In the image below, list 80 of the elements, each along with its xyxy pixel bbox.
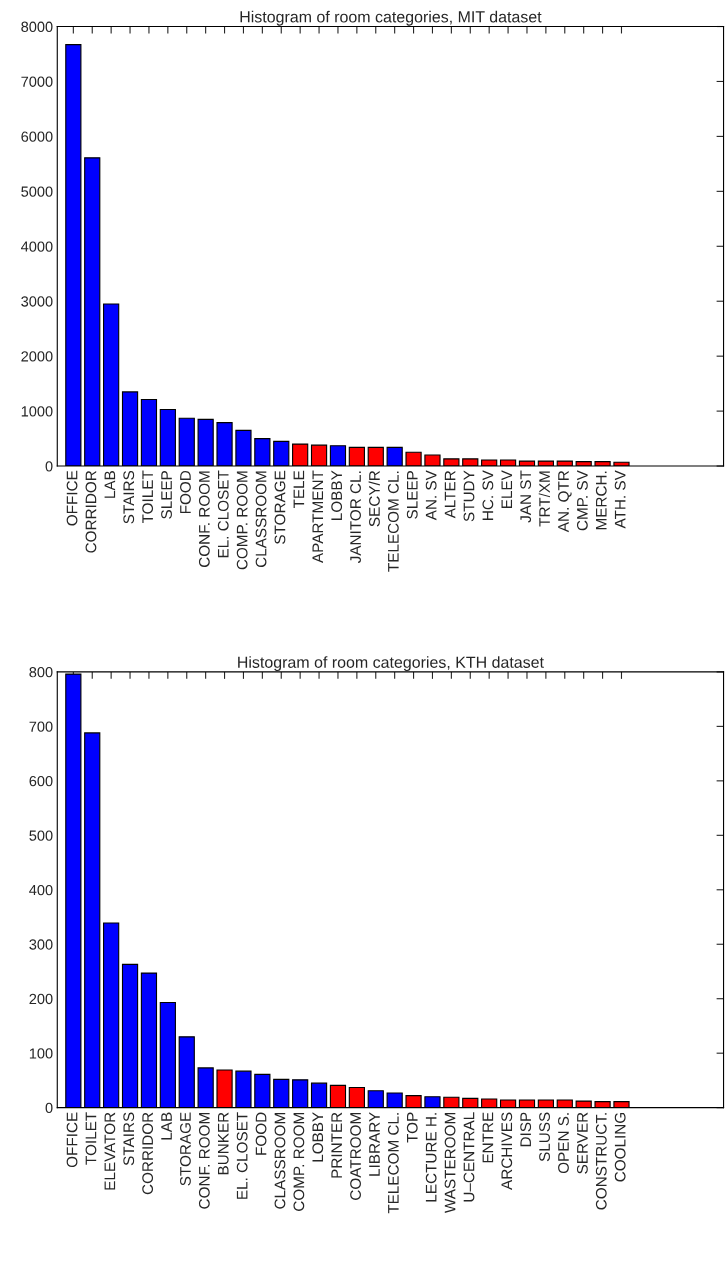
- y-tick-label: 5000: [21, 186, 53, 197]
- x-tick-label: TOP: [406, 1112, 418, 1143]
- y-tick-label: 4000: [21, 241, 53, 252]
- x-tick-label: CORRIDOR: [142, 1112, 154, 1195]
- y-tick-label: 700: [29, 721, 53, 732]
- x-tick-label: LIBRARY: [369, 1112, 380, 1176]
- x-tick-label: STUDY: [463, 470, 475, 522]
- x-tick-label: SERVER: [576, 1112, 588, 1174]
- chart-title: Histogram of room categories, KTH dataset: [238, 656, 544, 672]
- x-tick-label: LOBBY: [312, 1112, 324, 1162]
- x-tick-label: CLASSROOM: [274, 1113, 286, 1209]
- x-tick-label: BUNKER: [217, 1112, 229, 1175]
- y-tick-label: 0: [45, 1102, 53, 1114]
- y-tick-label: 7000: [21, 76, 53, 87]
- x-tick-label: COOLING: [614, 1112, 626, 1182]
- y-tick-label: 600: [29, 775, 53, 787]
- y-tick-label: 2000: [21, 351, 53, 362]
- x-tick-label: U–CENTRAL: [463, 1112, 475, 1202]
- x-tick-label: PRINTER: [331, 1112, 342, 1178]
- x-tick-label: CONF. ROOM: [198, 471, 210, 568]
- x-tick-label: TOILET: [142, 470, 154, 524]
- y-tick-label: 8000: [21, 21, 53, 32]
- x-tick-label: ARCHIVES: [501, 1112, 513, 1190]
- x-tick-label: OFFICE: [66, 1112, 78, 1168]
- x-tick-label: TELECOM CL.: [387, 1113, 399, 1214]
- x-tick-label: HC. SV: [482, 470, 494, 520]
- x-tick-label: ALTER: [444, 470, 456, 519]
- x-tick-label: SECY/R: [368, 470, 380, 527]
- x-tick-label: CLASSROOM: [255, 471, 267, 568]
- x-tick-label: STAIRS: [123, 1112, 135, 1166]
- x-tick-label: AN. SV: [425, 470, 437, 521]
- x-tick-label: COATROOM: [350, 1113, 361, 1200]
- x-tick-label: SLEEP: [406, 471, 418, 519]
- x-tick-label: CONF. ROOM: [198, 1113, 210, 1209]
- x-tick-label: LOBBY: [331, 470, 343, 520]
- x-tick-label: LAB: [161, 1112, 172, 1140]
- x-tick-label: TRT/XM: [538, 471, 550, 527]
- x-tick-label: OFFICE: [66, 470, 78, 526]
- y-tick-label: 3000: [21, 296, 53, 307]
- x-tick-label: STORAGE: [180, 1112, 191, 1186]
- x-tick-label: COMP. ROOM: [293, 1113, 305, 1211]
- x-tick-label: ELEV: [501, 470, 513, 509]
- x-tick-label: DISP: [520, 1112, 532, 1147]
- x-tick-label: TELE: [293, 470, 305, 509]
- x-tick-label: EL. CLOSET: [217, 470, 229, 558]
- x-tick-label: ELEVATOR: [104, 1112, 116, 1190]
- x-tick-label: EL. CLOSET: [236, 1112, 248, 1199]
- x-tick-label: SLUSS: [539, 1112, 550, 1162]
- y-tick-label: 500: [29, 830, 53, 841]
- x-tick-label: FOOD: [255, 1112, 267, 1155]
- x-tick-label: ATH. SV: [614, 470, 626, 529]
- x-tick-label: MERCH.: [595, 471, 607, 530]
- x-tick-label: STAIRS: [123, 470, 135, 524]
- chart-title: Histogram of room categories, MIT dataset: [240, 10, 542, 26]
- x-tick-label: COMP. ROOM: [236, 471, 248, 570]
- x-tick-label: SLEEP: [161, 471, 172, 519]
- x-tick-label: CMP. SV: [576, 470, 588, 531]
- y-tick-label: 200: [29, 993, 53, 1005]
- x-tick-label: ENTRE: [482, 1112, 494, 1163]
- x-tick-label: FOOD: [180, 470, 191, 514]
- y-tick-label: 0: [45, 461, 53, 472]
- y-tick-label: 800: [29, 667, 53, 678]
- x-tick-label: JAN ST: [520, 470, 532, 523]
- y-tick-label: 100: [29, 1048, 53, 1059]
- y-tick-label: 6000: [21, 131, 53, 142]
- x-tick-label: TELECOM CL.: [387, 471, 399, 572]
- x-tick-label: LAB: [104, 471, 116, 498]
- x-tick-label: JANITOR CL.: [350, 471, 361, 564]
- x-tick-label: LECTURE H.: [425, 1113, 437, 1202]
- y-tick-label: 300: [29, 939, 53, 950]
- x-tick-label: WASTEROOM: [444, 1113, 456, 1214]
- x-tick-label: AN. QTR: [558, 470, 572, 533]
- x-tick-label: STORAGE: [274, 470, 286, 544]
- x-tick-label: CONSTRUCT.: [595, 1113, 607, 1210]
- x-tick-label: APARTMENT: [312, 470, 324, 564]
- x-tick-label: CORRIDOR: [85, 470, 97, 553]
- x-tick-label: OPEN S.: [558, 1113, 569, 1174]
- y-tick-label: 400: [29, 884, 53, 896]
- y-tick-label: 1000: [21, 406, 53, 417]
- x-tick-label: TOILET: [85, 1112, 97, 1165]
